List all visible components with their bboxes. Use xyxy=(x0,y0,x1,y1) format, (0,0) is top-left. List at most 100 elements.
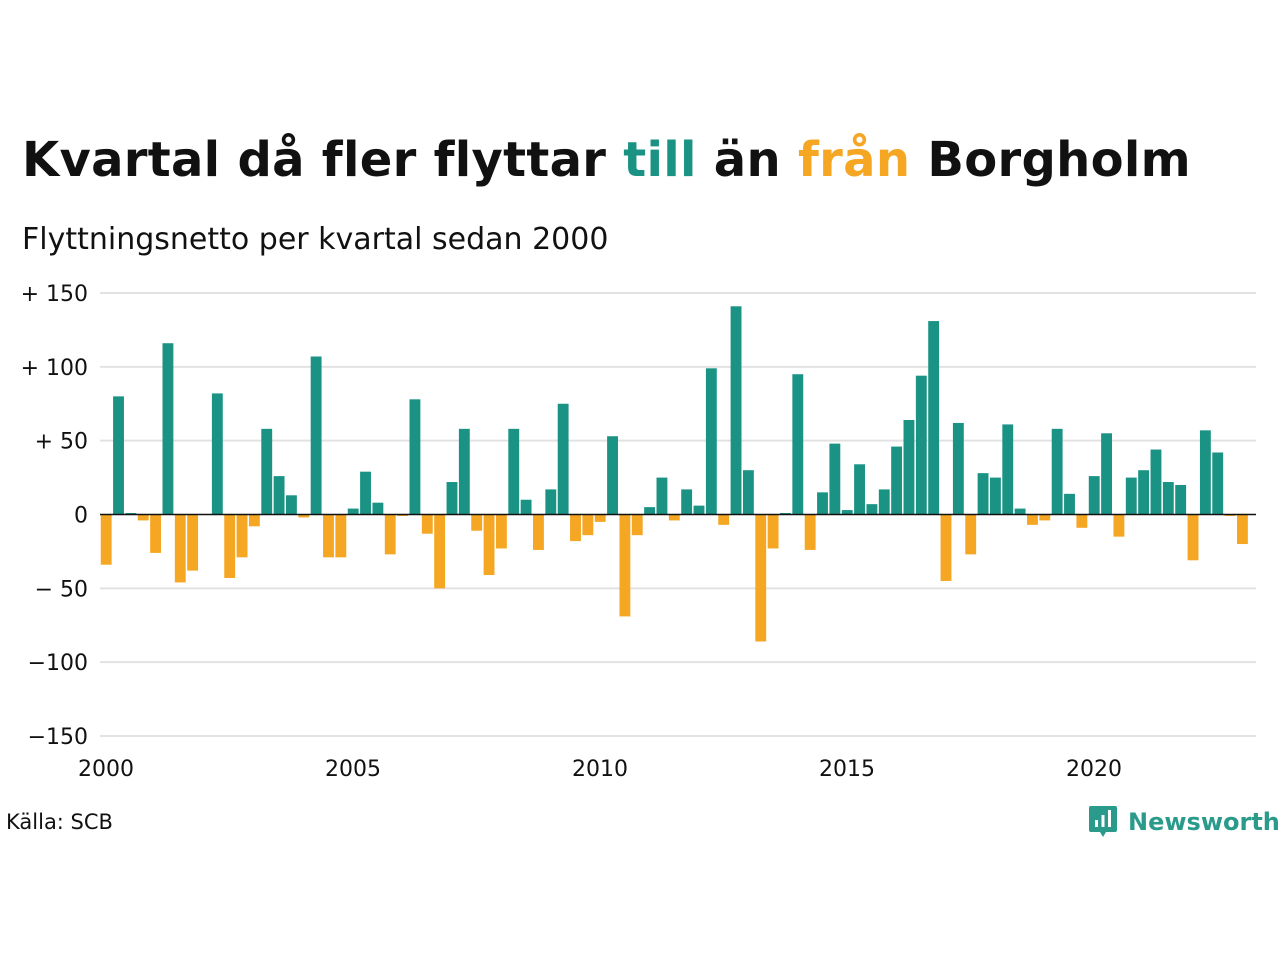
bar xyxy=(767,514,779,549)
y-tick-label: 0 xyxy=(74,504,88,529)
bar xyxy=(273,476,285,515)
bar xyxy=(224,514,236,578)
y-axis-ticks: + 150 + 100 + 50 0 − 50 −100 −150 xyxy=(21,282,88,750)
bar xyxy=(1002,424,1014,515)
bar xyxy=(483,514,495,576)
bar xyxy=(1212,452,1224,515)
bar-chart: + 150 + 100 + 50 0 − 50 −100 −150 2000 2005 2010… xyxy=(21,282,1256,782)
bar xyxy=(792,374,804,515)
bar xyxy=(668,514,680,521)
bar xyxy=(495,514,507,549)
bar xyxy=(1113,514,1125,537)
bar xyxy=(841,510,853,515)
bar xyxy=(187,514,199,571)
y-tick-label: + 150 xyxy=(21,282,88,307)
bar xyxy=(619,514,631,617)
chart-subtitle: Flyttningsnetto per kvartal sedan 2000 xyxy=(22,222,609,257)
x-tick-label: 2005 xyxy=(325,757,381,782)
bar xyxy=(1175,484,1187,515)
bar xyxy=(1138,470,1150,515)
bar xyxy=(1027,514,1038,525)
bar xyxy=(693,505,705,515)
bar xyxy=(174,514,186,583)
bar xyxy=(1064,493,1075,515)
bar xyxy=(940,514,952,581)
bar xyxy=(1039,514,1051,521)
bar xyxy=(545,489,557,515)
bar xyxy=(137,514,149,521)
bar xyxy=(310,356,322,515)
bar xyxy=(582,514,594,536)
bar xyxy=(742,470,754,515)
bar xyxy=(150,514,162,553)
y-tick-label: + 50 xyxy=(35,430,88,455)
bar xyxy=(1199,430,1211,515)
bar xyxy=(1051,428,1063,515)
bar xyxy=(286,495,297,515)
bar xyxy=(248,514,260,527)
title-word-out: från xyxy=(797,132,911,188)
brand-name: Newsworthy xyxy=(1128,808,1280,836)
bar xyxy=(1014,508,1026,515)
title-word-in: till xyxy=(623,132,697,188)
x-axis-ticks: 2000 2005 2010 2015 2020 xyxy=(78,757,1122,782)
bar xyxy=(1125,477,1137,515)
grid-lines xyxy=(100,292,1256,737)
bar xyxy=(817,492,828,515)
title-part-3: Borgholm xyxy=(910,132,1191,188)
bar xyxy=(829,443,841,515)
bar xyxy=(631,514,643,536)
bar xyxy=(594,514,606,522)
bar xyxy=(100,514,112,565)
bar xyxy=(989,477,1001,515)
x-tick-label: 2020 xyxy=(1066,757,1122,782)
bar xyxy=(458,428,470,515)
bar xyxy=(360,471,371,515)
bar xyxy=(211,393,223,515)
bar xyxy=(977,473,989,515)
bar xyxy=(903,419,915,515)
bar xyxy=(409,399,421,515)
bar xyxy=(113,396,124,515)
bar xyxy=(298,514,310,518)
bar xyxy=(681,489,693,515)
bar xyxy=(718,514,730,525)
bar xyxy=(866,504,878,515)
bar xyxy=(1162,482,1174,515)
bar xyxy=(952,422,964,515)
bar xyxy=(372,502,384,515)
chart-title: Kvartal då fler flyttar till än från Bor… xyxy=(22,132,1191,188)
bar xyxy=(928,321,940,515)
bar xyxy=(323,514,334,558)
bar xyxy=(1076,514,1088,528)
bar xyxy=(1150,449,1162,515)
bar xyxy=(656,477,668,515)
y-tick-label: −150 xyxy=(28,725,88,750)
bar xyxy=(854,464,865,515)
bar xyxy=(421,514,433,534)
y-tick-label: + 100 xyxy=(21,356,88,381)
brand-logo: Newsworthy xyxy=(1088,804,1280,840)
newsworthy-logo-icon xyxy=(1089,806,1117,837)
source-note: Källa: SCB xyxy=(6,810,113,834)
bar xyxy=(915,375,927,515)
title-part-1: Kvartal då fler flyttar xyxy=(22,132,624,188)
bar xyxy=(570,514,581,542)
bar xyxy=(384,514,396,555)
bar xyxy=(533,514,544,550)
bar xyxy=(508,428,520,515)
bars xyxy=(100,306,1248,642)
bar xyxy=(434,514,446,589)
bar xyxy=(878,489,890,515)
bar xyxy=(347,508,359,515)
bar xyxy=(1088,476,1100,515)
bar xyxy=(891,446,903,515)
bar xyxy=(557,403,569,515)
bar xyxy=(1187,514,1199,561)
bar xyxy=(705,368,717,515)
bar xyxy=(520,499,532,515)
y-tick-label: − 50 xyxy=(35,577,88,602)
x-tick-label: 2015 xyxy=(819,757,875,782)
bar xyxy=(261,428,273,515)
bar xyxy=(1101,433,1112,515)
